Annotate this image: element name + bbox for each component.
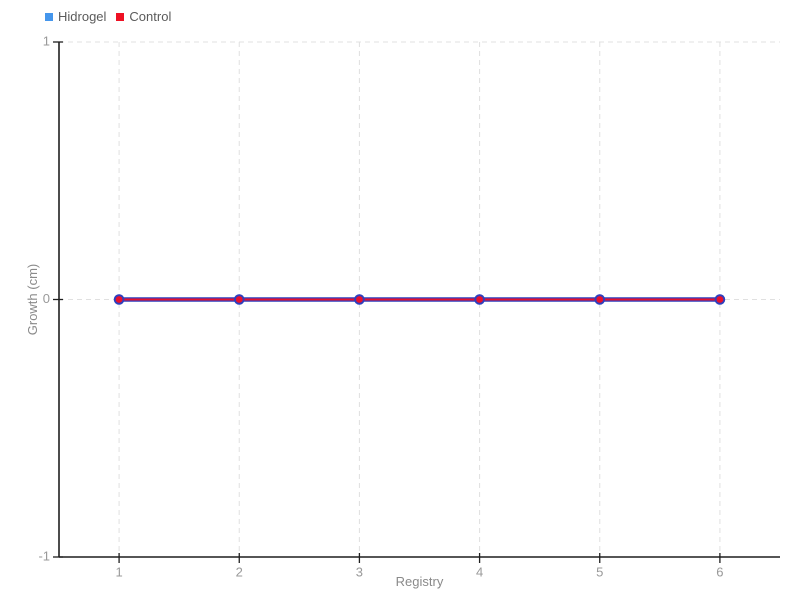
data-point-control — [716, 296, 724, 303]
legend-item-control[interactable]: Control — [116, 10, 171, 23]
legend-label-control: Control — [129, 9, 172, 24]
x-tick-label: 3 — [356, 565, 363, 580]
x-tick-label: 1 — [115, 565, 122, 580]
x-tick-label: 2 — [236, 565, 243, 580]
data-point-control — [596, 296, 604, 303]
x-tick-label: 4 — [476, 565, 483, 580]
legend-item-hidrogel[interactable]: Hidrogel — [45, 10, 106, 23]
x-axis-title: Registry — [396, 574, 444, 589]
chart-legend: Hidrogel Control — [45, 10, 171, 23]
x-tick-label: 6 — [716, 565, 723, 580]
legend-label-hidrogel: Hidrogel — [58, 9, 107, 24]
data-point-control — [235, 296, 243, 303]
y-axis-title: Growth (cm) — [25, 264, 40, 336]
y-tick-label: 1 — [43, 33, 50, 48]
hidrogel-swatch-icon — [45, 12, 53, 21]
data-point-control — [115, 296, 123, 303]
data-point-control — [476, 296, 483, 303]
y-tick-label: -1 — [38, 548, 50, 563]
data-point-control — [356, 296, 363, 303]
x-tick-label: 5 — [596, 565, 603, 580]
y-tick-label: 0 — [43, 291, 50, 306]
control-swatch-icon — [116, 12, 125, 21]
